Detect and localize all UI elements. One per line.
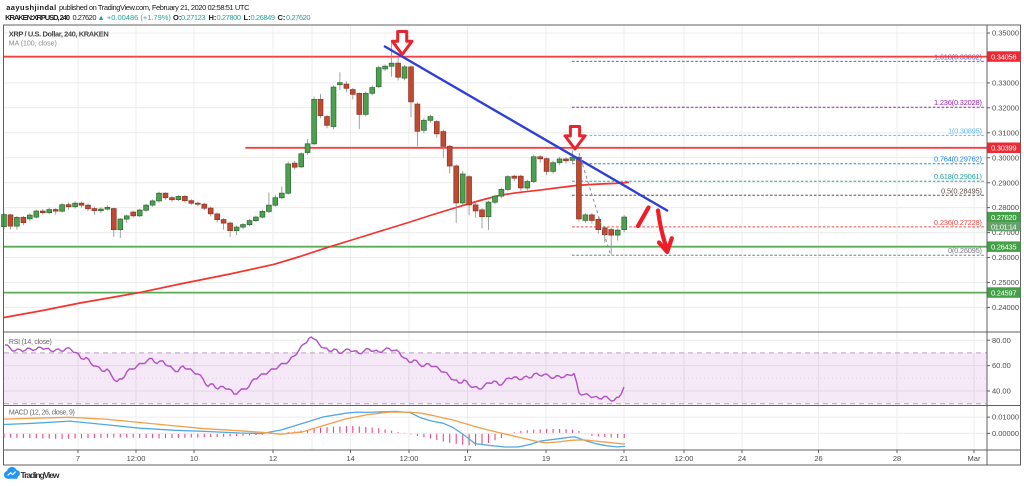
svg-text:0.24000: 0.24000	[992, 303, 1019, 312]
svg-text:0.764(0.29762): 0.764(0.29762)	[934, 155, 983, 164]
svg-text:10: 10	[190, 454, 198, 463]
svg-text:0.30399: 0.30399	[991, 144, 1017, 153]
svg-text:12:00: 12:00	[675, 454, 694, 463]
svg-text:21: 21	[620, 454, 628, 463]
svg-text:0.236(0.27228): 0.236(0.27228)	[934, 218, 983, 227]
svg-text:TradingView: TradingView	[21, 470, 60, 480]
svg-text:0.34056: 0.34056	[991, 52, 1017, 61]
svg-text:28: 28	[893, 454, 901, 463]
svg-text:Mar: Mar	[968, 454, 981, 463]
svg-text:0.25000: 0.25000	[992, 278, 1019, 287]
svg-text:0.31000: 0.31000	[992, 128, 1019, 137]
svg-text:0.24597: 0.24597	[991, 288, 1017, 297]
svg-text:0.27000: 0.27000	[992, 228, 1019, 237]
svg-text:MACD (12, 26, close, 9): MACD (12, 26, close, 9)	[9, 410, 75, 417]
svg-text:0.00000: 0.00000	[992, 429, 1019, 438]
svg-text:60.00: 60.00	[992, 361, 1011, 370]
svg-text:0(0.26095): 0(0.26095)	[948, 246, 983, 255]
svg-text:80.00: 80.00	[992, 336, 1011, 345]
svg-text:1(0.30895): 1(0.30895)	[948, 126, 983, 135]
svg-text:12: 12	[269, 454, 277, 463]
svg-text:0.26000: 0.26000	[992, 253, 1019, 262]
svg-text:0.30000: 0.30000	[992, 153, 1019, 162]
svg-text:KRAKEN:XRPUSD, 2400.27620▲ +0.: KRAKEN:XRPUSD, 240 0.27620▲ +0.00486 (+1.…	[5, 13, 310, 22]
svg-text:0.5(0.28495): 0.5(0.28495)	[941, 186, 983, 195]
svg-text:12:00: 12:00	[127, 454, 146, 463]
svg-text:0.33000: 0.33000	[992, 79, 1019, 88]
svg-text:RSI (14, close): RSI (14, close)	[9, 339, 52, 346]
svg-text:0.27620: 0.27620	[991, 213, 1017, 222]
svg-text:19: 19	[542, 454, 550, 463]
svg-text:0.28000: 0.28000	[992, 203, 1019, 212]
svg-text:0.32000: 0.32000	[992, 103, 1019, 112]
svg-text:7: 7	[76, 454, 80, 463]
svg-text:12:00: 12:00	[400, 454, 419, 463]
svg-text:0.618(0.29061): 0.618(0.29061)	[934, 172, 983, 181]
svg-text:26: 26	[814, 454, 822, 463]
svg-text:01:01:14: 01:01:14	[991, 223, 1017, 232]
svg-text:14: 14	[346, 454, 354, 463]
svg-text:XRP / U.S. Dollar, 240, KRAKEN: XRP / U.S. Dollar, 240, KRAKEN	[9, 29, 109, 38]
svg-text:0.26435: 0.26435	[991, 243, 1017, 252]
svg-text:1.236(0.32028): 1.236(0.32028)	[934, 98, 983, 107]
svg-text:0.35000: 0.35000	[992, 29, 1019, 38]
svg-text:17: 17	[463, 454, 471, 463]
svg-text:MA (100, close): MA (100, close)	[9, 40, 57, 47]
svg-text:0.01000: 0.01000	[992, 413, 1019, 422]
svg-text:40.00: 40.00	[992, 387, 1011, 396]
svg-text:0.29000: 0.29000	[992, 178, 1019, 187]
svg-text:24: 24	[738, 454, 746, 463]
